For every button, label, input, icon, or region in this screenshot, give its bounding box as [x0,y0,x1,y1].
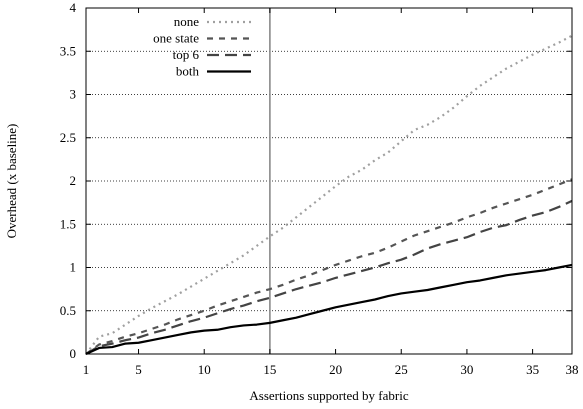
series-line-one-state [85,178,573,355]
y-tick-label: 0.5 [60,303,76,318]
y-tick-label: 4 [70,0,77,15]
grid-lines [86,50,572,312]
y-tick-label: 1.5 [60,216,76,231]
x-axis-title: Assertions supported by fabric [249,388,408,403]
x-tick-label: 38 [566,362,579,377]
y-tick-label: 2 [70,173,77,188]
legend-label: top 6 [173,47,200,62]
x-tick-label: 10 [198,362,211,377]
x-tick-label: 5 [135,362,142,377]
y-tick-label: 3.5 [60,43,76,58]
y-tick-label: 1 [70,260,77,275]
y-tick-label: 3 [70,87,77,102]
legend-label: one state [153,31,199,46]
y-tick-label: 0 [70,346,77,361]
series-lines [85,34,573,355]
x-tick-label: 20 [329,362,342,377]
x-tick-label: 30 [460,362,473,377]
x-tick-label: 35 [526,362,539,377]
y-axis-title: Overhead (x baseline) [4,124,19,239]
x-tick-label: 1 [83,362,90,377]
legend-label: both [176,64,200,79]
y-tick-label: 2.5 [60,130,76,145]
x-tick-label: 25 [395,362,408,377]
axis-ticks: 00.511.522.533.541 5 10 15 20 25 30 35 38 [60,0,579,377]
x-tick-label: 15 [263,362,276,377]
series-line-top-6 [85,199,573,355]
series-line-both [85,263,573,355]
legend-label: none [174,14,200,29]
series-line-none [85,34,573,355]
